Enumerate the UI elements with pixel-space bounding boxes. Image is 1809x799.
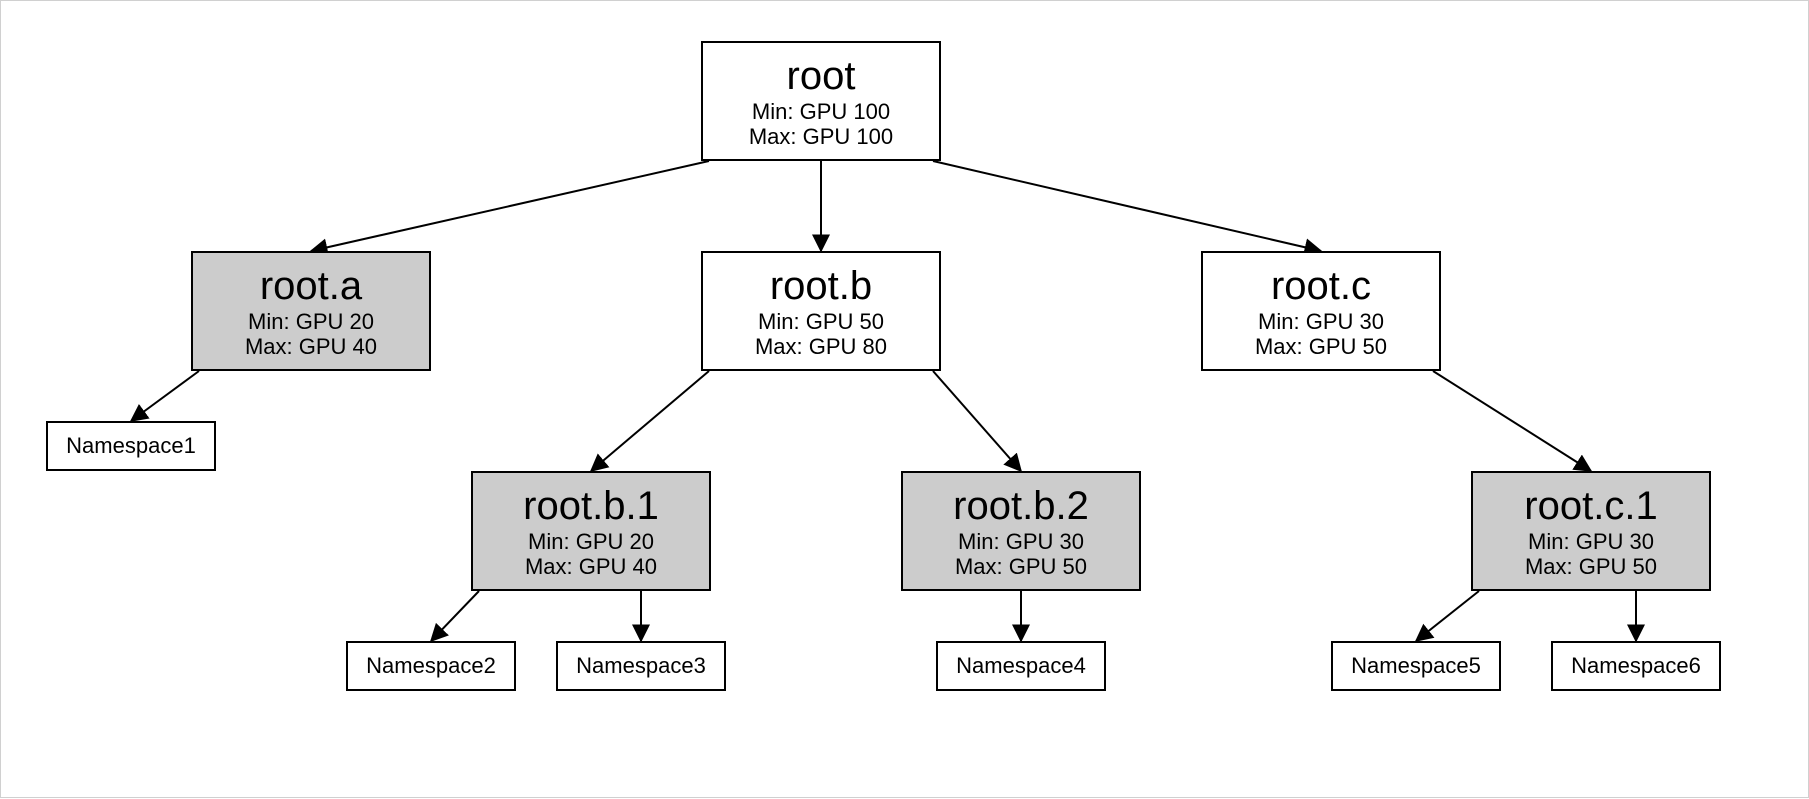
node-title: root.b	[770, 263, 872, 309]
node-title: root.b.1	[523, 483, 659, 529]
node-min: Min: GPU 30	[1528, 529, 1654, 554]
node-min: Min: GPU 50	[758, 309, 884, 334]
leaf-namespace4: Namespace4	[936, 641, 1106, 691]
node-max: Max: GPU 100	[749, 124, 893, 149]
edge	[1433, 371, 1591, 471]
edge	[933, 161, 1321, 251]
node-max: Max: GPU 50	[1255, 334, 1387, 359]
node-min: Min: GPU 30	[958, 529, 1084, 554]
node-title: root	[787, 53, 856, 99]
node-root-b-2: root.b.2 Min: GPU 30 Max: GPU 50	[901, 471, 1141, 591]
leaf-namespace3: Namespace3	[556, 641, 726, 691]
edge	[431, 591, 479, 641]
node-max: Max: GPU 40	[525, 554, 657, 579]
edge	[591, 371, 709, 471]
node-max: Max: GPU 50	[1525, 554, 1657, 579]
node-root-b: root.b Min: GPU 50 Max: GPU 80	[701, 251, 941, 371]
edge	[933, 371, 1021, 471]
node-min: Min: GPU 30	[1258, 309, 1384, 334]
edge	[1416, 591, 1479, 641]
node-title: root.c.1	[1524, 483, 1657, 529]
node-root-c-1: root.c.1 Min: GPU 30 Max: GPU 50	[1471, 471, 1711, 591]
leaf-namespace2: Namespace2	[346, 641, 516, 691]
node-root-c: root.c Min: GPU 30 Max: GPU 50	[1201, 251, 1441, 371]
diagram-canvas: root Min: GPU 100 Max: GPU 100 root.a Mi…	[0, 0, 1809, 798]
node-title: root.a	[260, 263, 362, 309]
node-min: Min: GPU 20	[248, 309, 374, 334]
node-title: root.b.2	[953, 483, 1089, 529]
leaf-namespace5: Namespace5	[1331, 641, 1501, 691]
node-root-a: root.a Min: GPU 20 Max: GPU 40	[191, 251, 431, 371]
edge	[131, 371, 199, 421]
leaf-namespace6: Namespace6	[1551, 641, 1721, 691]
node-root-b-1: root.b.1 Min: GPU 20 Max: GPU 40	[471, 471, 711, 591]
node-max: Max: GPU 40	[245, 334, 377, 359]
edge	[311, 161, 709, 251]
node-max: Max: GPU 50	[955, 554, 1087, 579]
node-min: Min: GPU 100	[752, 99, 890, 124]
node-max: Max: GPU 80	[755, 334, 887, 359]
node-min: Min: GPU 20	[528, 529, 654, 554]
node-title: root.c	[1271, 263, 1371, 309]
node-root: root Min: GPU 100 Max: GPU 100	[701, 41, 941, 161]
leaf-namespace1: Namespace1	[46, 421, 216, 471]
